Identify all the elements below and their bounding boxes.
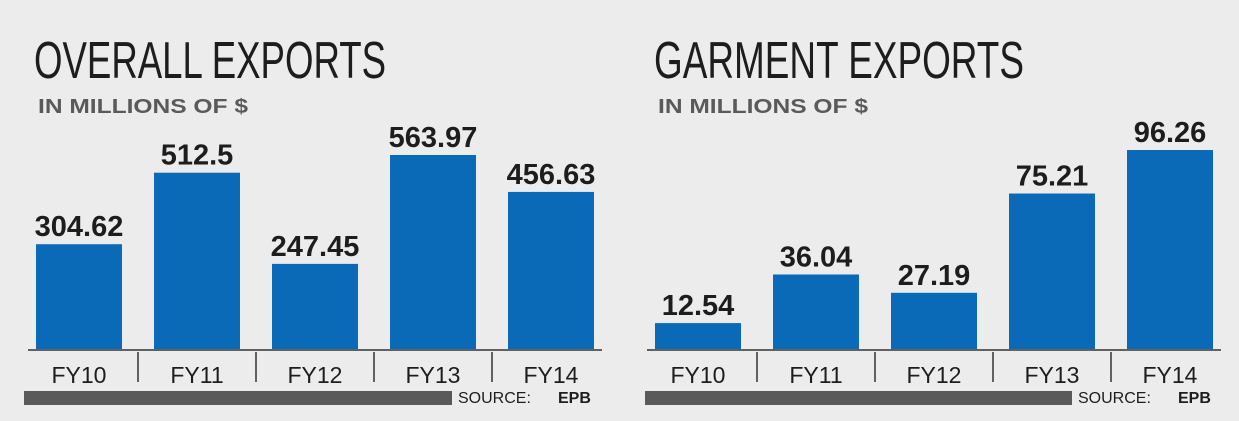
chart-2-value-label: 12.54 bbox=[662, 290, 735, 322]
chart-1-bar bbox=[36, 244, 122, 349]
chart-2-category-label: FY11 bbox=[789, 362, 842, 388]
chart-1-title: OVERALL EXPORTS bbox=[34, 32, 386, 90]
chart-1-category-label: FY13 bbox=[406, 362, 461, 388]
chart-1-category-label: FY12 bbox=[288, 362, 343, 388]
chart-2-source-prefix: SOURCE: bbox=[1078, 390, 1151, 407]
chart-1-bar bbox=[154, 172, 240, 349]
chart-1-bar bbox=[390, 155, 476, 349]
chart-2-source-name: EPB bbox=[1178, 390, 1211, 407]
chart-1-value-label: 512.5 bbox=[161, 140, 234, 172]
chart-1-source-name: EPB bbox=[558, 390, 591, 407]
chart-2-category-label: FY12 bbox=[907, 362, 962, 388]
chart-2-category-label: FY14 bbox=[1143, 362, 1198, 388]
chart-2-bar bbox=[1127, 150, 1213, 349]
chart-1-category-label: FY14 bbox=[524, 362, 579, 388]
chart-2-title: GARMENT EXPORTS bbox=[654, 32, 1024, 90]
chart-2-bar bbox=[1009, 193, 1095, 349]
chart-2-bar bbox=[891, 292, 977, 349]
chart-2-value-label: 96.26 bbox=[1134, 117, 1207, 149]
chart-2-value-label: 75.21 bbox=[1016, 161, 1089, 193]
chart-1-source-bar bbox=[24, 391, 452, 405]
chart-2-subtitle: IN MILLIONS OF $ bbox=[658, 96, 868, 118]
chart-2-value-label: 27.19 bbox=[898, 260, 971, 292]
chart-1-value-label: 304.62 bbox=[35, 211, 124, 243]
chart-1-subtitle: IN MILLIONS OF $ bbox=[38, 96, 248, 118]
chart-1-bar bbox=[272, 263, 358, 349]
chart-2-value-label: 36.04 bbox=[780, 241, 853, 273]
chart-1-value-label: 247.45 bbox=[271, 231, 360, 263]
chart-2-bar bbox=[773, 274, 859, 349]
chart-1-bar bbox=[508, 191, 594, 349]
chart-1-value-label: 456.63 bbox=[507, 159, 596, 191]
chart-1-category-label: FY10 bbox=[52, 362, 107, 388]
chart-2-source-bar bbox=[645, 391, 1072, 405]
chart-1-value-label: 563.97 bbox=[389, 122, 478, 154]
chart-1-source-prefix: SOURCE: bbox=[458, 390, 531, 407]
chart-2-bar bbox=[655, 323, 741, 349]
chart-1-category-label: FY11 bbox=[170, 362, 223, 388]
chart-2-category-label: FY13 bbox=[1025, 362, 1080, 388]
chart-2-category-label: FY10 bbox=[671, 362, 726, 388]
